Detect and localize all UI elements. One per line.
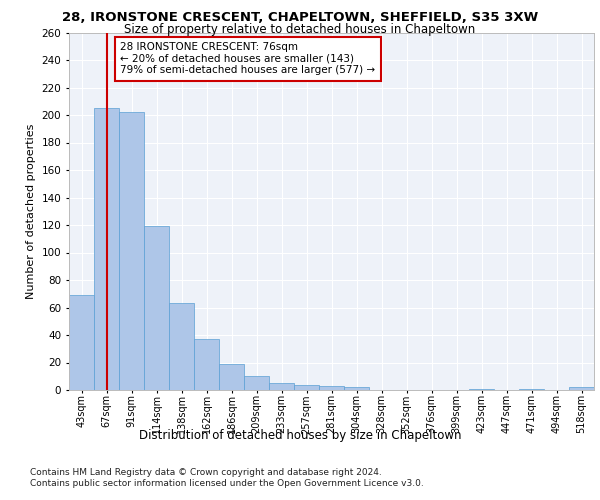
Bar xyxy=(194,339,219,390)
Bar xyxy=(94,108,119,390)
Text: Contains HM Land Registry data © Crown copyright and database right 2024.
Contai: Contains HM Land Registry data © Crown c… xyxy=(30,468,424,487)
Bar xyxy=(144,226,169,390)
Bar xyxy=(69,295,94,390)
Bar xyxy=(219,364,244,390)
Bar xyxy=(519,388,544,390)
Text: Distribution of detached houses by size in Chapeltown: Distribution of detached houses by size … xyxy=(139,430,461,442)
Text: 28 IRONSTONE CRESCENT: 76sqm
← 20% of detached houses are smaller (143)
79% of s: 28 IRONSTONE CRESCENT: 76sqm ← 20% of de… xyxy=(120,42,376,76)
Bar xyxy=(344,387,369,390)
Text: 28, IRONSTONE CRESCENT, CHAPELTOWN, SHEFFIELD, S35 3XW: 28, IRONSTONE CRESCENT, CHAPELTOWN, SHEF… xyxy=(62,11,538,24)
Bar xyxy=(469,388,494,390)
Bar xyxy=(569,387,594,390)
Bar xyxy=(269,383,294,390)
Bar xyxy=(169,304,194,390)
Bar xyxy=(244,376,269,390)
Bar xyxy=(119,112,144,390)
Y-axis label: Number of detached properties: Number of detached properties xyxy=(26,124,36,299)
Bar xyxy=(294,384,319,390)
Bar xyxy=(319,386,344,390)
Text: Size of property relative to detached houses in Chapeltown: Size of property relative to detached ho… xyxy=(124,22,476,36)
